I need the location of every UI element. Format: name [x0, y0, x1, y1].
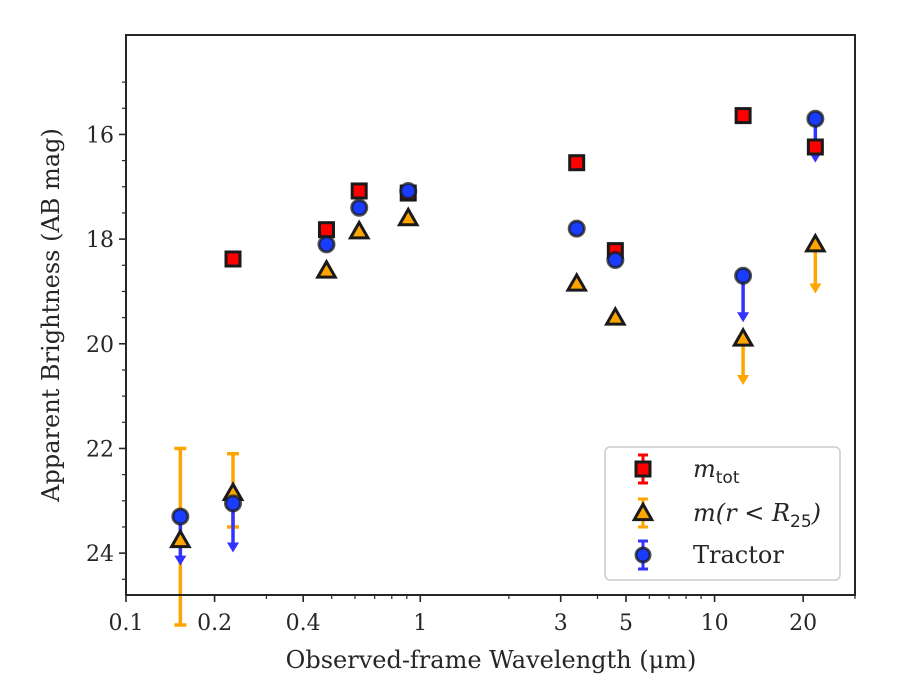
x-tick-label: 0.4 [286, 611, 321, 636]
x-tick-label: 20 [789, 611, 817, 636]
legend-label: mtot [693, 455, 740, 488]
mtot-point [806, 138, 824, 156]
x-tick-label: 5 [619, 611, 633, 636]
tractor-point [317, 235, 336, 254]
x-tick-label: 0.2 [197, 611, 232, 636]
tractor-point [224, 494, 243, 513]
tractor-point [567, 219, 586, 238]
y-tick-label: 20 [86, 333, 114, 358]
x-tick-label: 10 [701, 611, 729, 636]
y-tick-label: 24 [86, 542, 114, 567]
mr25-point [347, 219, 371, 240]
tractor-point [806, 109, 825, 128]
tractor-point [734, 266, 753, 285]
legend-label: m(r < R25) [693, 499, 821, 532]
x-tick-label: 1 [413, 611, 427, 636]
y-tick-label: 22 [86, 437, 114, 462]
upper-limit-arrow-arrowhead [174, 555, 187, 566]
mtot-point [317, 221, 335, 239]
upper-limit-arrow-arrowhead [737, 312, 750, 323]
upper-limit-arrow-arrowhead [809, 283, 822, 294]
mr25-point [169, 528, 192, 549]
x-tick-label: 3 [554, 611, 568, 636]
x-tick-label: 0.1 [109, 611, 144, 636]
tractor-point [350, 198, 369, 217]
axes: 0.1 0.2 0.4 1 3 5 10 20 16 18 20 22 24 [86, 34, 856, 636]
legend-label: Tractor [693, 541, 784, 569]
mtot-point [350, 182, 368, 200]
x-axis-title: Observed-frame Wavelength (μm) [286, 646, 697, 674]
mr25-point [731, 326, 755, 347]
upper-limit-arrow-arrowhead [227, 542, 240, 553]
mr25-point [604, 305, 627, 326]
mtot-point [568, 154, 586, 172]
mtot-point [734, 107, 752, 125]
y-tick-label: 16 [86, 123, 114, 148]
legend-marker [634, 460, 652, 478]
y-axis-title: Apparent Brightness (AB mag) [37, 128, 65, 503]
tractor-point [171, 507, 190, 526]
legend: mtot m(r < R25) Tractor [604, 446, 841, 581]
legend-marker [631, 501, 655, 522]
tractor-point [399, 181, 418, 200]
mr25-point [804, 232, 827, 253]
plot-frame [125, 34, 856, 596]
plot-area [169, 107, 827, 627]
mr25-point [396, 206, 420, 227]
tractor-point [606, 251, 625, 270]
legend-box [604, 446, 841, 581]
mtot-point [224, 250, 242, 268]
mr25-point [565, 271, 589, 292]
y-tick-label: 18 [86, 228, 114, 253]
mr25-point [315, 258, 338, 279]
upper-limit-arrow-arrowhead [737, 375, 750, 386]
legend-marker [634, 546, 652, 564]
